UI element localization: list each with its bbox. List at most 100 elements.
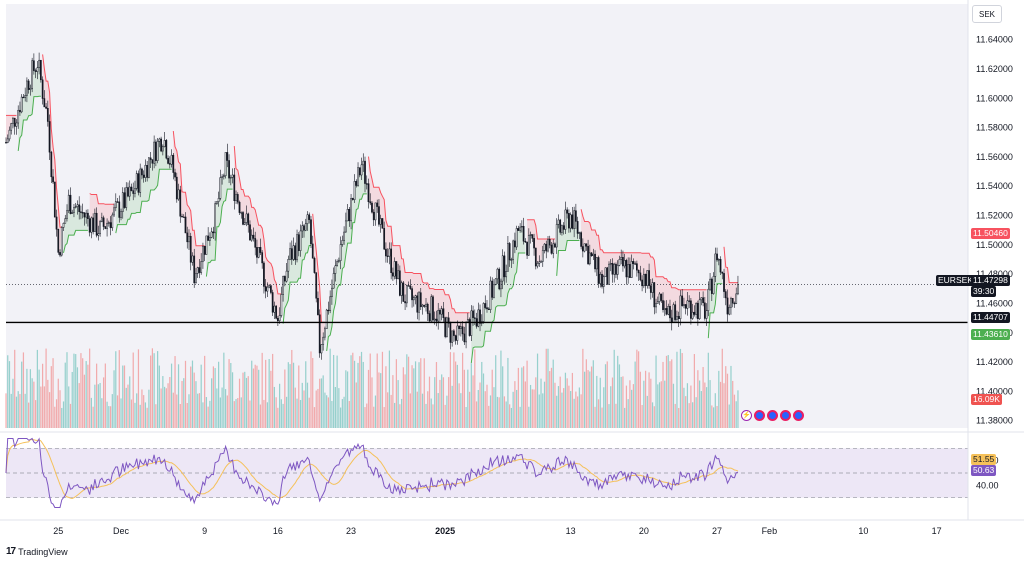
volume-bar [409,393,411,428]
trail-fill-down [368,156,470,343]
candle-up [691,311,694,319]
volume-bar [158,365,160,428]
candle-down [212,231,215,234]
trail-fill-down [234,146,282,321]
last-price-tag: 11.47298 [971,275,1010,286]
candle-down [439,310,441,315]
volume-bar [603,387,605,428]
flag-icon[interactable] [780,410,791,421]
volume-bar [146,407,148,428]
volume-bar [378,372,380,428]
candle-up [76,204,79,207]
candle-down [385,248,387,257]
candle-down [639,272,642,281]
candle-down [409,285,412,289]
volume-bar [294,387,296,428]
volume-bar [451,385,453,428]
candle-up [332,273,335,289]
volume-bar [331,400,333,428]
candle-up [296,234,298,261]
candle-down [137,173,140,193]
candle-down [468,319,471,336]
volume-bar [632,384,635,428]
countdown-tag: 39:30 [971,286,997,297]
volume-bar [125,387,127,428]
volume-bar [381,351,384,428]
price-pane-background [6,4,968,428]
candle-down [674,304,677,320]
volume-bar [707,352,709,428]
volume-bar [475,401,478,428]
volume-bar [292,362,295,428]
volume-bar [198,393,201,428]
volume-bar [568,385,570,428]
candle-up [379,218,382,225]
volume-bar [608,404,610,428]
volume-bar [177,364,180,428]
candle-up [405,285,408,304]
candle-down [78,204,81,213]
candle-up [229,177,232,179]
volume-bar [289,364,291,428]
trail-line-down [368,156,470,314]
candle-down [554,243,556,248]
volume-bar [305,361,307,428]
candle-down [473,317,476,319]
currency-button[interactable]: SEK [972,5,1002,23]
candle-down [688,300,691,302]
date-axis-tick: 9 [202,526,207,536]
candle-up [414,295,417,298]
date-axis-tick: 17 [932,526,942,536]
candle-down [636,263,638,271]
volume-bar [251,360,253,428]
brand-logo[interactable]: 17 TradingView [6,546,68,557]
candle-down [186,232,189,243]
flag-icon[interactable] [754,410,765,421]
candle-down [264,286,267,292]
volume-bar [672,383,675,428]
date-axis-tick: 16 [273,526,283,536]
candle-up [360,164,363,176]
volume-bar [200,364,202,428]
volume-bar [144,402,147,428]
volume-bar [535,377,537,428]
candle-up [24,95,27,98]
volume-tag: 16.09K [971,394,1002,405]
candle-up [278,315,281,322]
bolt-icon[interactable]: ⚡ [741,410,752,421]
volume-bar [132,352,134,428]
volume-bar [439,379,441,428]
trail-line-down [233,146,282,295]
trailing-stop-upper-tag: 11.50460 [971,228,1010,239]
volume-bar [338,388,340,428]
candle-down [5,142,7,144]
candle-up [717,259,720,261]
candle-down [313,257,316,273]
candle-down [27,80,30,90]
candle-up [306,214,309,224]
candle-up [425,303,427,307]
volume-bar [71,371,73,428]
volume-bar [578,387,580,428]
volume-bar [695,397,697,428]
volume-bar [538,394,540,428]
candle-up [240,212,243,214]
flag-icon[interactable] [767,410,778,421]
volume-bar [179,403,181,428]
candle-up [599,273,602,284]
volume-bar [690,385,692,428]
volume-bar [341,399,343,428]
candle-up [336,261,338,266]
volume-bar [641,404,643,428]
volume-bar [721,348,723,428]
volume-bar [526,360,528,428]
last-price-value: 11.47298 [973,275,1008,285]
flag-icon[interactable] [793,410,804,421]
candle-up [324,328,326,338]
candle-up [700,297,703,301]
candle-up [489,280,492,310]
volume-bar [472,375,474,428]
candle-down [81,212,84,214]
